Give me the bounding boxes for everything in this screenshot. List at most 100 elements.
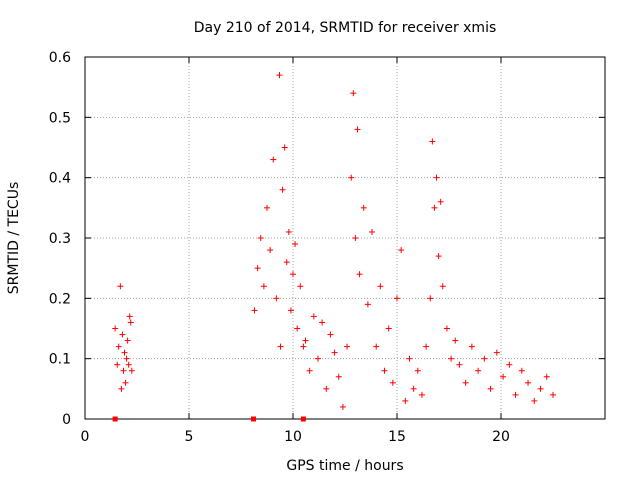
data-point bbox=[115, 343, 122, 350]
data-point bbox=[123, 355, 130, 362]
data-point bbox=[525, 379, 532, 386]
data-point bbox=[114, 361, 121, 368]
data-point bbox=[117, 283, 124, 290]
data-point bbox=[437, 198, 444, 205]
axis-marker bbox=[250, 416, 256, 422]
data-point bbox=[306, 367, 313, 374]
data-point bbox=[487, 385, 494, 392]
data-points bbox=[112, 72, 556, 422]
data-point bbox=[273, 295, 280, 302]
data-point bbox=[350, 90, 357, 97]
data-point bbox=[270, 156, 277, 163]
data-point bbox=[300, 343, 307, 350]
tick-labels: 0 5 10 15 20 0 0.1 0.2 0.3 0.4 0.5 0.6 bbox=[49, 50, 510, 445]
data-point bbox=[276, 72, 283, 79]
x-tick-label: 20 bbox=[492, 429, 510, 445]
y-tick-label: 0.1 bbox=[49, 352, 71, 368]
data-point bbox=[279, 186, 286, 193]
data-point bbox=[475, 367, 482, 374]
axes bbox=[84, 56, 606, 420]
axis-marker bbox=[300, 416, 306, 422]
y-axis-label: SRMTID / TECUs bbox=[6, 182, 22, 295]
axis-marker bbox=[112, 416, 118, 422]
data-point bbox=[531, 397, 538, 404]
x-axis-label: GPS time / hours bbox=[286, 458, 403, 474]
data-point bbox=[319, 319, 326, 326]
data-point bbox=[500, 373, 507, 380]
data-point bbox=[348, 174, 355, 181]
data-point bbox=[373, 343, 380, 350]
data-point bbox=[277, 343, 284, 350]
data-point bbox=[297, 283, 304, 290]
data-point bbox=[369, 228, 376, 235]
data-point bbox=[119, 331, 126, 338]
data-point bbox=[414, 367, 421, 374]
data-point bbox=[287, 307, 294, 314]
data-point bbox=[120, 367, 127, 374]
data-point bbox=[257, 235, 264, 241]
data-point bbox=[537, 385, 544, 392]
data-point bbox=[406, 355, 413, 362]
data-point bbox=[512, 391, 519, 398]
data-point bbox=[481, 355, 488, 362]
data-point bbox=[352, 235, 359, 241]
data-point bbox=[398, 247, 405, 254]
data-point bbox=[418, 391, 425, 398]
data-point bbox=[112, 325, 119, 332]
data-point bbox=[360, 204, 367, 211]
data-point bbox=[462, 379, 469, 386]
data-point bbox=[433, 174, 440, 181]
data-point bbox=[435, 253, 442, 260]
data-point bbox=[121, 349, 128, 356]
data-point bbox=[385, 325, 392, 332]
chart-title: Day 210 of 2014, SRMTID for receiver xmi… bbox=[194, 20, 497, 36]
data-point bbox=[543, 373, 550, 380]
x-tick-label: 15 bbox=[388, 429, 406, 445]
y-tick-label: 0 bbox=[62, 412, 71, 428]
data-point bbox=[302, 337, 309, 344]
data-point bbox=[431, 204, 438, 211]
data-point bbox=[443, 325, 450, 332]
data-point bbox=[310, 313, 317, 320]
data-point bbox=[264, 204, 270, 211]
data-point bbox=[314, 355, 321, 362]
data-point bbox=[356, 271, 363, 278]
data-point bbox=[292, 241, 299, 248]
data-point bbox=[344, 343, 351, 350]
data-point bbox=[339, 403, 346, 410]
data-point bbox=[327, 331, 334, 338]
data-point bbox=[389, 379, 396, 386]
y-tick-label: 0.4 bbox=[49, 171, 71, 187]
y-tick-label: 0.2 bbox=[49, 291, 71, 307]
data-point bbox=[331, 349, 338, 356]
data-point bbox=[423, 343, 430, 350]
data-point bbox=[506, 361, 513, 368]
data-point bbox=[402, 397, 409, 404]
data-point bbox=[550, 391, 556, 398]
data-point bbox=[283, 259, 290, 266]
data-point bbox=[448, 355, 455, 362]
data-point bbox=[335, 373, 342, 380]
data-point bbox=[468, 343, 475, 350]
x-tick-label: 5 bbox=[185, 429, 194, 445]
data-point bbox=[518, 367, 525, 374]
data-point bbox=[285, 228, 292, 235]
plot-frame bbox=[84, 56, 606, 420]
data-point bbox=[354, 126, 361, 133]
data-point bbox=[493, 349, 500, 356]
data-point bbox=[323, 385, 330, 392]
data-point bbox=[439, 283, 446, 290]
data-point bbox=[281, 144, 288, 151]
y-tick-label: 0.6 bbox=[49, 50, 71, 66]
data-point bbox=[394, 295, 400, 302]
data-point bbox=[452, 337, 459, 344]
grid bbox=[85, 57, 605, 419]
data-point bbox=[427, 295, 434, 302]
data-point bbox=[124, 337, 131, 344]
data-point bbox=[122, 379, 129, 386]
y-tick-label: 0.3 bbox=[49, 231, 71, 247]
data-point bbox=[260, 283, 267, 290]
data-point bbox=[381, 367, 388, 374]
